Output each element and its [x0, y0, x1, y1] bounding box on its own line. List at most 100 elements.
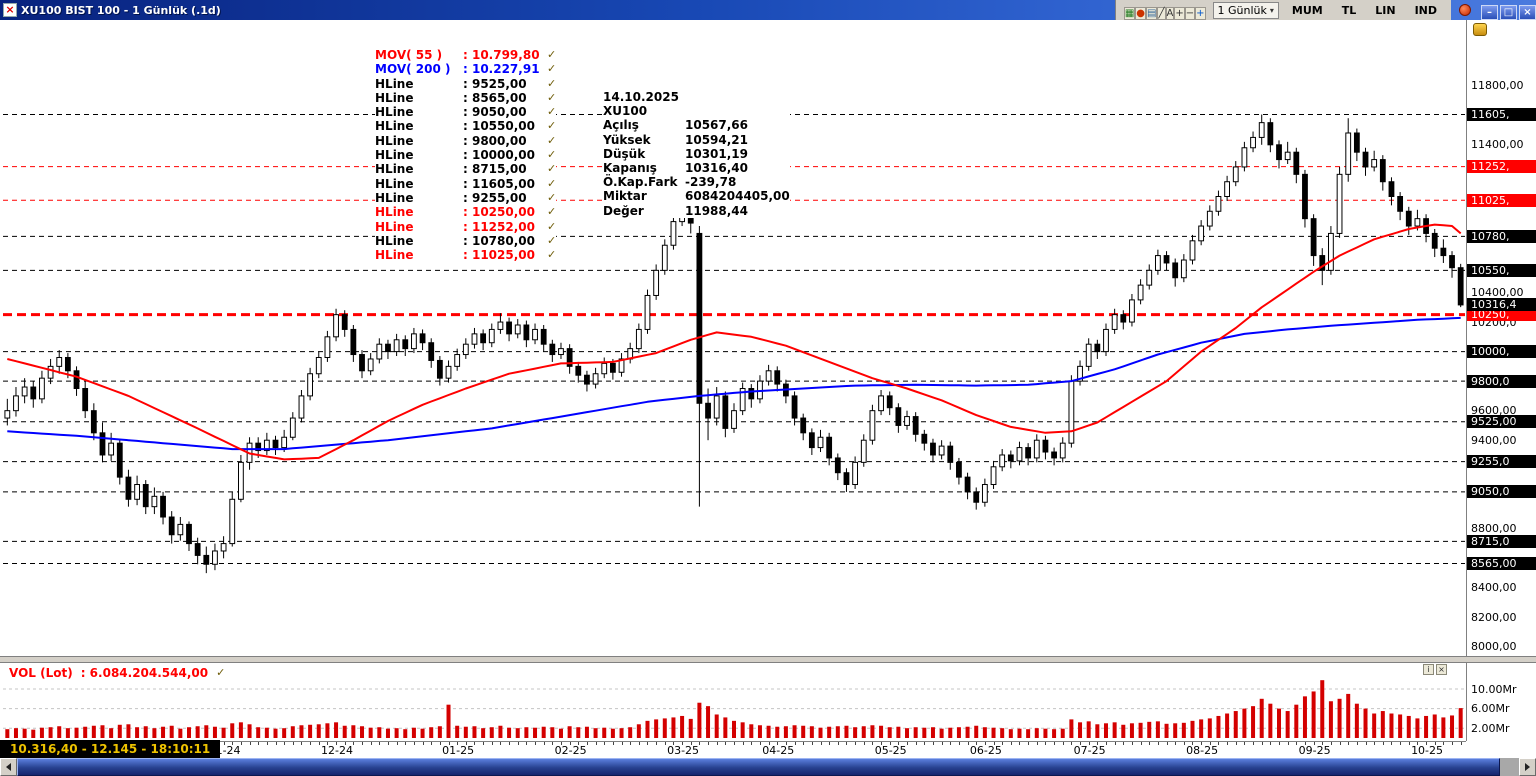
price-chart-pane[interactable]: MOV( 55 ): 10.799,80 ✓ MOV( 200 ): 10.227,…	[3, 20, 1465, 656]
time-tick	[500, 742, 502, 745]
horizontal-scrollbar[interactable]	[0, 758, 1536, 776]
month-label: 03-25	[667, 744, 700, 757]
axis-settings-icon[interactable]	[1473, 23, 1487, 36]
time-tick	[708, 742, 710, 745]
hline-label[interactable]: 9255,0	[1467, 455, 1536, 469]
edit-check-icon[interactable]: ✓	[547, 219, 557, 233]
hline-label[interactable]: 11252,	[1467, 160, 1536, 174]
info-field-label: Kapanış	[603, 161, 657, 176]
scroll-left-button[interactable]	[0, 758, 17, 776]
volume-pane[interactable]: VOL (Lot) : 6.084.204.544,00 ✓ i ×	[3, 663, 1465, 741]
time-tick	[275, 742, 277, 745]
hline-label[interactable]: 11605,	[1467, 108, 1536, 122]
time-tick	[976, 742, 978, 745]
info-field-label: Ö.Kap.Fark	[603, 175, 678, 190]
hline-label[interactable]: 9050,0	[1467, 485, 1536, 499]
hline-label[interactable]: 10780,	[1467, 229, 1536, 243]
edit-check-icon[interactable]: ✓	[547, 248, 557, 262]
edit-check-icon[interactable]: ✓	[547, 148, 557, 162]
time-tick	[1348, 742, 1350, 745]
time-tick	[1166, 742, 1168, 745]
time-tick	[820, 742, 822, 745]
time-tick	[811, 742, 813, 745]
maximize-button[interactable]: □	[1500, 5, 1517, 20]
time-tick	[413, 742, 415, 745]
edit-check-icon[interactable]: ✓	[547, 48, 557, 61]
edit-check-icon[interactable]: ✓	[547, 105, 557, 119]
volume-chart[interactable]	[3, 663, 1465, 741]
hline-label[interactable]: 10550,	[1467, 263, 1536, 277]
edit-check-icon[interactable]: ✓	[547, 119, 557, 133]
time-tick	[1192, 742, 1194, 745]
time-tick	[967, 742, 969, 745]
edit-check-icon[interactable]: ✓	[547, 205, 557, 219]
scale-button[interactable]: LIN	[1375, 3, 1396, 17]
hline-label[interactable]: 10000,	[1467, 345, 1536, 359]
crosshair-icon[interactable]: +	[1195, 6, 1206, 20]
edit-check-icon[interactable]: ✓	[547, 76, 557, 90]
hline-label[interactable]: 8565,00	[1467, 557, 1536, 571]
pane-info-icon[interactable]: i	[1423, 664, 1434, 675]
legend-indicator-value: : 9050,00	[463, 105, 527, 120]
pane-splitter[interactable]	[0, 656, 1536, 663]
time-tick	[932, 742, 934, 745]
edit-check-icon[interactable]: ✓	[547, 176, 557, 190]
scrollbar-thumb[interactable]	[17, 758, 1500, 776]
month-label: 10-25	[1411, 744, 1444, 757]
time-tick	[336, 742, 338, 745]
quote-board-icon[interactable]: ▦	[1123, 6, 1136, 20]
month-label: 01-25	[442, 744, 475, 757]
edit-check-icon[interactable]: ✓	[547, 133, 557, 147]
time-tick	[1253, 742, 1255, 745]
price-axis[interactable]: 11800,00 11400,00 10400,00 10200,0 9600,00 94…	[1466, 20, 1536, 741]
time-tick	[370, 742, 372, 745]
time-tick	[924, 742, 926, 745]
time-tick	[855, 742, 857, 745]
time-tick	[1356, 742, 1358, 745]
text-tool-icon[interactable]: A	[1165, 6, 1175, 20]
zoom-in-icon[interactable]: +	[1174, 6, 1185, 20]
scroll-right-button[interactable]	[1519, 758, 1536, 776]
edit-check-icon[interactable]: ✓	[547, 162, 557, 176]
time-tick	[1365, 742, 1367, 745]
legend-indicator-value: : 10.227,91	[463, 62, 540, 77]
legend-row: HLine: 8715,00 ✓	[375, 162, 556, 176]
legend-row: HLine: 10250,00 ✓	[375, 205, 556, 219]
trendline-tool-icon[interactable]: ╱	[1157, 6, 1166, 20]
news-icon[interactable]: ▤	[1146, 6, 1158, 20]
hline-label[interactable]: 8715,0	[1467, 534, 1536, 548]
time-tick	[465, 742, 467, 745]
minimize-button[interactable]: –	[1481, 5, 1498, 20]
time-tick	[483, 742, 485, 745]
time-tick	[690, 742, 692, 745]
edit-check-icon[interactable]: ✓	[547, 233, 557, 247]
edit-check-icon[interactable]: ✓	[216, 666, 226, 679]
time-tick	[656, 742, 658, 745]
time-tick	[1261, 742, 1263, 745]
time-tick	[578, 742, 580, 745]
alarm-icon[interactable]: ●	[1135, 6, 1147, 20]
hline-label[interactable]: 9800,0	[1467, 374, 1536, 388]
hline-label[interactable]: 10250,	[1467, 308, 1536, 322]
month-label: 05-25	[874, 744, 907, 757]
zoom-out-icon[interactable]: −	[1184, 6, 1196, 20]
edit-check-icon[interactable]: ✓	[547, 90, 557, 104]
pane-close-icon[interactable]: ×	[1436, 664, 1447, 675]
currency-button[interactable]: TL	[1341, 3, 1357, 17]
chart-type-button[interactable]: MUM	[1291, 3, 1323, 17]
alert-icon[interactable]	[1459, 4, 1471, 16]
time-tick	[457, 742, 459, 745]
info-row: Miktar 6084204405,00	[603, 189, 790, 203]
close-button[interactable]: ×	[1519, 5, 1536, 20]
edit-check-icon[interactable]: ✓	[547, 62, 557, 76]
edit-check-icon[interactable]: ✓	[547, 190, 557, 204]
chart-toolbar: ▦ ● ▤ ╱ A + − + 1 Günlük ▾ MUM TL LIN IND	[1114, 0, 1451, 20]
price-tick-label: 8800,00	[1471, 522, 1517, 536]
title-bar[interactable]: × XU100 BIST 100 - 1 Günlük (.1d) ▦ ● ▤ ╱ A +…	[0, 0, 1536, 20]
hline-label[interactable]: 9525,00	[1467, 415, 1536, 429]
period-dropdown[interactable]: 1 Günlük ▾	[1212, 1, 1279, 19]
time-tick	[630, 742, 632, 745]
indicator-button[interactable]: IND	[1414, 3, 1437, 17]
hline-label[interactable]: 11025,	[1467, 193, 1536, 207]
time-tick	[1218, 742, 1220, 745]
